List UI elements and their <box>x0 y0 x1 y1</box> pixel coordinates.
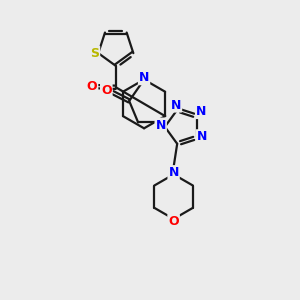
Text: N: N <box>168 166 179 179</box>
Text: S: S <box>90 47 99 60</box>
Text: N: N <box>139 71 149 84</box>
Text: N: N <box>155 118 166 131</box>
Text: N: N <box>196 105 206 118</box>
Text: O: O <box>168 215 179 228</box>
Text: O: O <box>87 80 98 93</box>
Text: N: N <box>171 99 181 112</box>
Text: N: N <box>197 130 207 143</box>
Text: O: O <box>101 84 112 98</box>
